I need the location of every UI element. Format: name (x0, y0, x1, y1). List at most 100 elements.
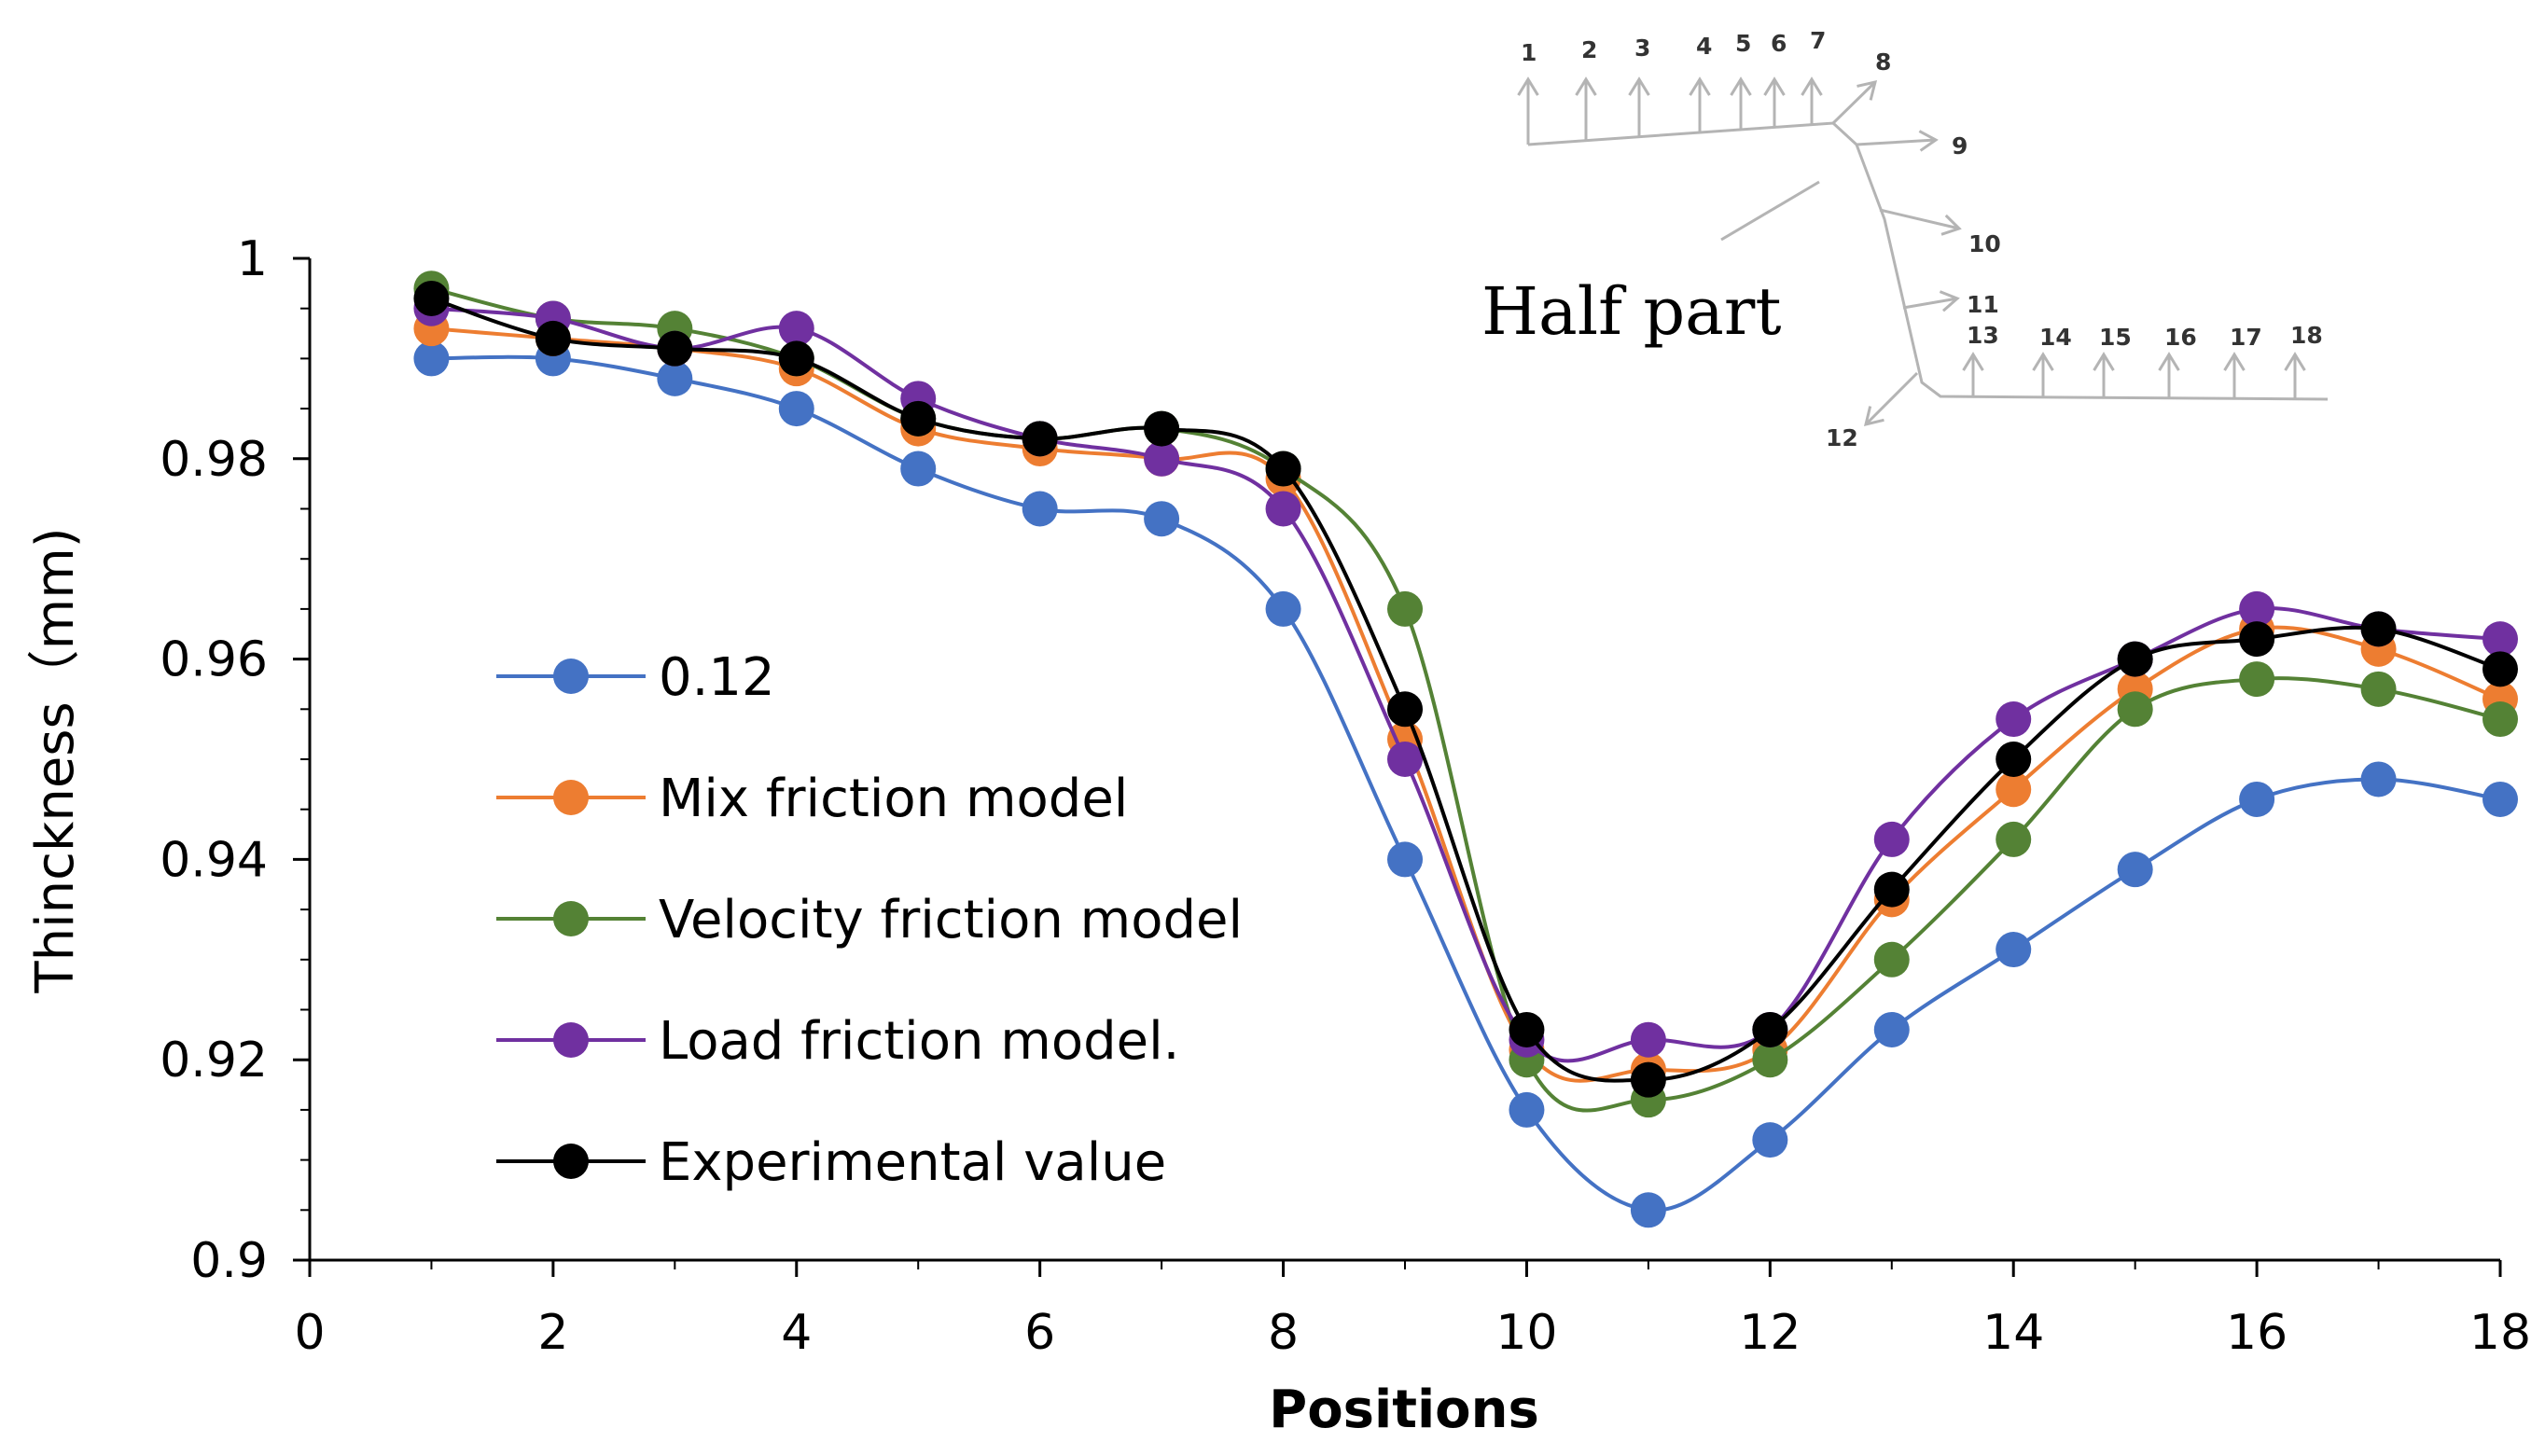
legend-item: Velocity friction model (496, 890, 1243, 950)
legend-swatch-marker (553, 659, 589, 694)
schematic-position-label: 1 (1521, 39, 1537, 66)
data-point (2360, 671, 2397, 707)
data-point (1873, 871, 1910, 908)
schematic-arrow-head (1863, 406, 1884, 427)
data-point (1752, 1042, 1788, 1078)
data-point (2239, 661, 2275, 698)
data-point (2117, 691, 2153, 728)
data-point (535, 320, 571, 356)
schematic-arrow-head (1939, 290, 1960, 312)
legend-item: Mix friction model (496, 769, 1128, 829)
schematic-arrow-head (2093, 352, 2115, 371)
schematic-arrow-head (1962, 352, 1984, 371)
y-tick-label: 0.98 (160, 432, 268, 488)
schematic-position-label: 10 (1968, 230, 2001, 257)
data-point (778, 340, 814, 377)
data-point (1996, 742, 2032, 777)
data-point (1873, 821, 1910, 857)
data-point (1630, 1061, 1666, 1098)
legend-swatch-marker (553, 1022, 589, 1058)
x-tick-label: 10 (1495, 1305, 1557, 1361)
series-1 (413, 340, 2518, 1228)
schematic-arrow-head (1857, 79, 1878, 101)
data-point (1996, 771, 2032, 808)
x-tick-label: 12 (1739, 1305, 1801, 1361)
schematic-pointer-line (1720, 180, 1820, 242)
data-point (2482, 651, 2518, 687)
data-point (1144, 501, 1180, 537)
axes: 0 2 4 6 8 10 12 14 16 18 0.9 0.92 0.94 0.96 0.98 1 (160, 231, 2531, 1361)
schematic-position-label: 8 (1875, 49, 1891, 76)
series-layer (413, 270, 2518, 1228)
legend-swatch-marker (553, 1144, 589, 1179)
schematic-position-label: 9 (1952, 132, 1968, 159)
schematic-position-label: 16 (2164, 324, 2197, 351)
legend-label: Load friction model. (659, 1011, 1179, 1072)
schematic-position-label: 6 (1771, 30, 1787, 57)
data-point (657, 360, 693, 396)
schematic-arrow-head (2284, 352, 2306, 371)
y-tick-labels: 0.9 0.92 0.94 0.96 0.98 1 (160, 231, 268, 1289)
data-point (1144, 440, 1180, 477)
schematic-arrows (1517, 76, 2306, 427)
schematic-position-label: 13 (1967, 322, 1999, 349)
data-point (2239, 781, 2275, 817)
x-tick-label: 4 (781, 1305, 812, 1361)
series-5 (413, 280, 2518, 1098)
schematic-position-label: 18 (2290, 322, 2323, 349)
data-point (1996, 821, 2032, 857)
legend-label: Velocity friction model (659, 890, 1243, 950)
data-point (1873, 1011, 1910, 1047)
data-point (1509, 1011, 1545, 1047)
data-point (1509, 1091, 1545, 1128)
schematic-position-label: 11 (1967, 291, 1999, 318)
data-point (1996, 701, 2032, 738)
data-point (1387, 742, 1423, 777)
half-part-label: Half part (1481, 273, 1781, 350)
data-point (413, 340, 450, 377)
x-tick-labels: 0 2 4 6 8 10 12 14 16 18 (294, 1305, 2531, 1361)
data-point (1752, 1011, 1788, 1047)
schematic-position-label: 17 (2230, 324, 2262, 351)
x-tick-label: 8 (1268, 1305, 1299, 1361)
data-point (1387, 590, 1423, 627)
schematic-arrow-head (1628, 76, 1650, 96)
data-point (1387, 691, 1423, 728)
schematic-position-label: 3 (1634, 35, 1650, 62)
data-point (1144, 410, 1180, 447)
legend-label: Mix friction model (659, 769, 1128, 829)
y-tick-label: 0.9 (190, 1233, 268, 1289)
schematic-arrow-shaft (1879, 208, 1960, 230)
y-axis-title: Thinckness（mm) (25, 527, 86, 993)
data-point (900, 451, 937, 487)
legend-swatch-marker (553, 780, 589, 815)
legend-label: Experimental value (659, 1132, 1166, 1193)
data-point (778, 311, 814, 347)
schematic-position-label: 5 (1735, 30, 1751, 57)
schematic-arrow-head (1730, 76, 1752, 96)
data-point (1873, 941, 1910, 978)
data-point (2360, 761, 2397, 797)
data-point (413, 280, 450, 316)
schematic-position-label: 14 (2039, 324, 2072, 351)
data-point (1630, 1021, 1666, 1058)
x-tick-label: 6 (1024, 1305, 1055, 1361)
data-point (1022, 491, 1058, 527)
data-point (2360, 611, 2397, 647)
data-point (2117, 852, 2153, 888)
axis-ticks (293, 257, 2502, 1277)
schematic-position-label: 15 (2099, 324, 2132, 351)
schematic-position-label: 7 (1810, 27, 1826, 54)
legend-swatch-marker (553, 901, 589, 936)
schematic-position-label: 12 (1826, 424, 1858, 451)
data-point (1022, 421, 1058, 457)
schematic-arrow-shaft (1864, 371, 1919, 426)
x-tick-label: 18 (2469, 1305, 2531, 1361)
schematic-position-label: 4 (1696, 33, 1712, 60)
schematic-arrow-head (1517, 76, 1539, 96)
y-tick-label: 0.96 (160, 632, 268, 688)
data-point (657, 330, 693, 367)
